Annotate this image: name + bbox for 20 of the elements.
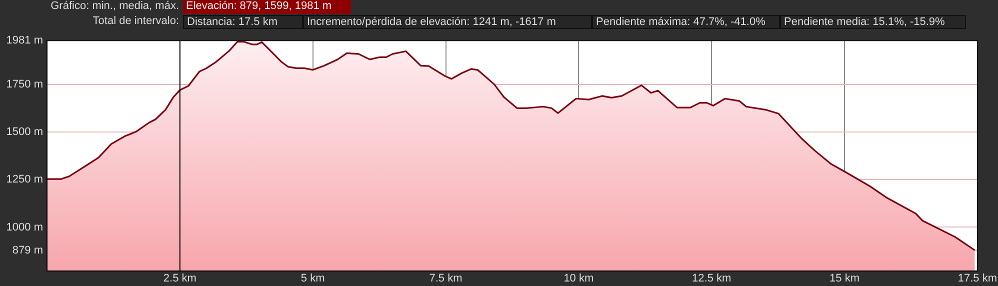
text: Incremento/pérdida de elevación: 1241 m, -1617 m [303, 15, 592, 29]
x-tick-label: 12.5 km [692, 272, 732, 285]
text: Gráfico: min., media, máx. [50, 0, 180, 14]
text: Distancia: 17.5 km [183, 15, 303, 29]
x-tick-label: 15 km [830, 272, 860, 285]
y-tick-label: 1000 m [6, 221, 43, 234]
text: Pendiente máxima: 47.7%, -41.0% [592, 15, 780, 29]
y-tick-label: 1250 m [6, 174, 43, 186]
y-tick-label: 1750 m [6, 78, 43, 91]
text: Pendiente media: 15.1%, -15.9% [780, 15, 966, 29]
x-tick-label: 2.5 km [163, 272, 196, 285]
y-tick-label: 1500 m [6, 126, 43, 138]
x-tick-label: 5 km [300, 272, 325, 285]
y-tick-label: 879 m [12, 244, 43, 256]
y-tick-label: 1981 m [6, 34, 43, 47]
text: Total de intervalo: [92, 15, 180, 29]
x-tick-label: 7.5 km [429, 272, 462, 285]
text: Elevación: 879, 1599, 1981 m [183, 0, 351, 14]
x-tick-label: 17.5 km [958, 272, 998, 285]
x-tick-label: 10 km [564, 272, 594, 285]
